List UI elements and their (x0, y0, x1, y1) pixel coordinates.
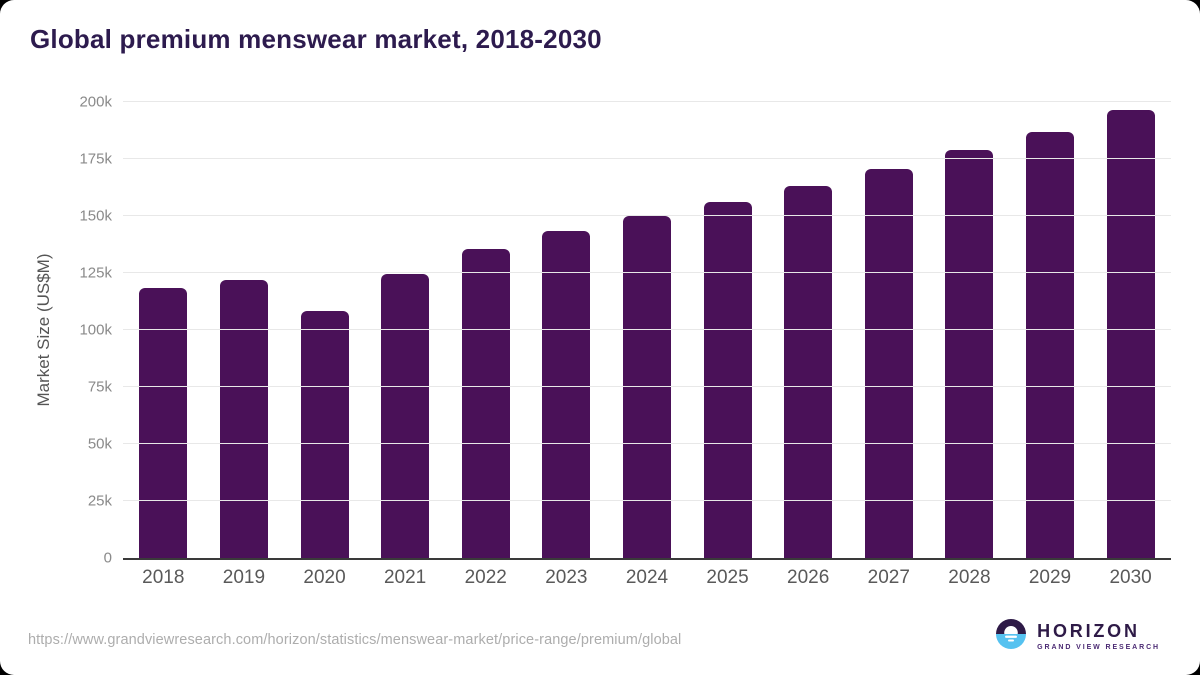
bar-slot (445, 102, 526, 558)
horizon-logo-icon (996, 619, 1027, 654)
y-tick-label: 50k (87, 435, 112, 453)
gridline (123, 500, 1171, 501)
bar-slot (1090, 102, 1171, 558)
bar-slot (848, 102, 929, 558)
x-tick-label: 2029 (1028, 567, 1072, 588)
bar-2020 (300, 310, 349, 558)
x-axis-labels: 2018 2019 2020 2021 2022 2023 2024 2025 2026 2027… (123, 567, 1171, 589)
bar-2030 (1106, 109, 1155, 558)
bar-slot (687, 102, 768, 558)
gridline (123, 443, 1171, 444)
x-tick-label: 2024 (625, 567, 669, 588)
bar-slot (123, 102, 204, 558)
bar-slot (929, 102, 1010, 558)
logo-subtitle: GRAND VIEW RESEARCH (1037, 644, 1160, 651)
bar-slot (607, 102, 688, 558)
bar-2029 (1026, 131, 1074, 558)
source-url: https://www.grandviewresearch.com/horizo… (28, 632, 682, 648)
x-tick-label: 2018 (142, 567, 185, 588)
bar-2018 (139, 287, 188, 558)
x-tick-label: 2019 (222, 567, 266, 588)
y-tick-label: 25k (87, 492, 112, 510)
x-tick-label: 2030 (1109, 567, 1152, 588)
x-tick-label: 2027 (867, 567, 910, 588)
gridline (123, 158, 1171, 159)
bar-2026 (784, 186, 833, 558)
x-tick-label: 2020 (303, 567, 346, 588)
y-tick-labels: 0 25k 50k 75k 100k 125k 150k 175k 200k (0, 95, 112, 566)
gridline (123, 272, 1171, 273)
bar-2028 (945, 149, 994, 558)
gridline (123, 215, 1171, 216)
horizon-logo-text: HORIZON GRAND VIEW RESEARCH (1037, 622, 1160, 651)
bar-slot (365, 102, 446, 558)
bar-2022 (461, 249, 510, 558)
bar-2019 (219, 279, 268, 558)
bar-2024 (622, 216, 671, 558)
logo-name: HORIZON (1037, 621, 1140, 641)
y-tick-label: 150k (79, 207, 112, 225)
bar-2027 (864, 169, 913, 558)
bar-2025 (703, 202, 752, 558)
y-tick-label: 175k (79, 150, 112, 168)
gridline (123, 101, 1171, 102)
bar-2023 (542, 230, 591, 558)
bar-slot (284, 102, 365, 558)
y-tick-label: 75k (87, 378, 112, 396)
gridline (123, 386, 1171, 387)
x-tick-label: 2023 (545, 567, 588, 588)
y-tick-label: 125k (79, 264, 112, 282)
x-tick-label: 2026 (787, 567, 830, 588)
x-tick-label: 2025 (706, 567, 749, 588)
bars (123, 102, 1171, 558)
bar-slot (1010, 102, 1091, 558)
horizon-logo: HORIZON GRAND VIEW RESEARCH (996, 619, 1160, 654)
y-tick-label: 100k (79, 321, 112, 339)
gridline (123, 329, 1171, 330)
y-tick-label: 0 (103, 549, 112, 567)
plot-area (123, 101, 1171, 560)
page-title: Global premium menswear market, 2018-203… (30, 24, 602, 54)
bar-2021 (381, 274, 430, 558)
x-tick-label: 2028 (948, 567, 991, 588)
y-tick-label: 200k (79, 93, 112, 111)
bar-slot (526, 102, 607, 558)
x-tick-label: 2022 (464, 567, 507, 588)
bar-slot (768, 102, 849, 558)
x-tick-label: 2021 (383, 567, 427, 588)
bar-slot (204, 102, 285, 558)
